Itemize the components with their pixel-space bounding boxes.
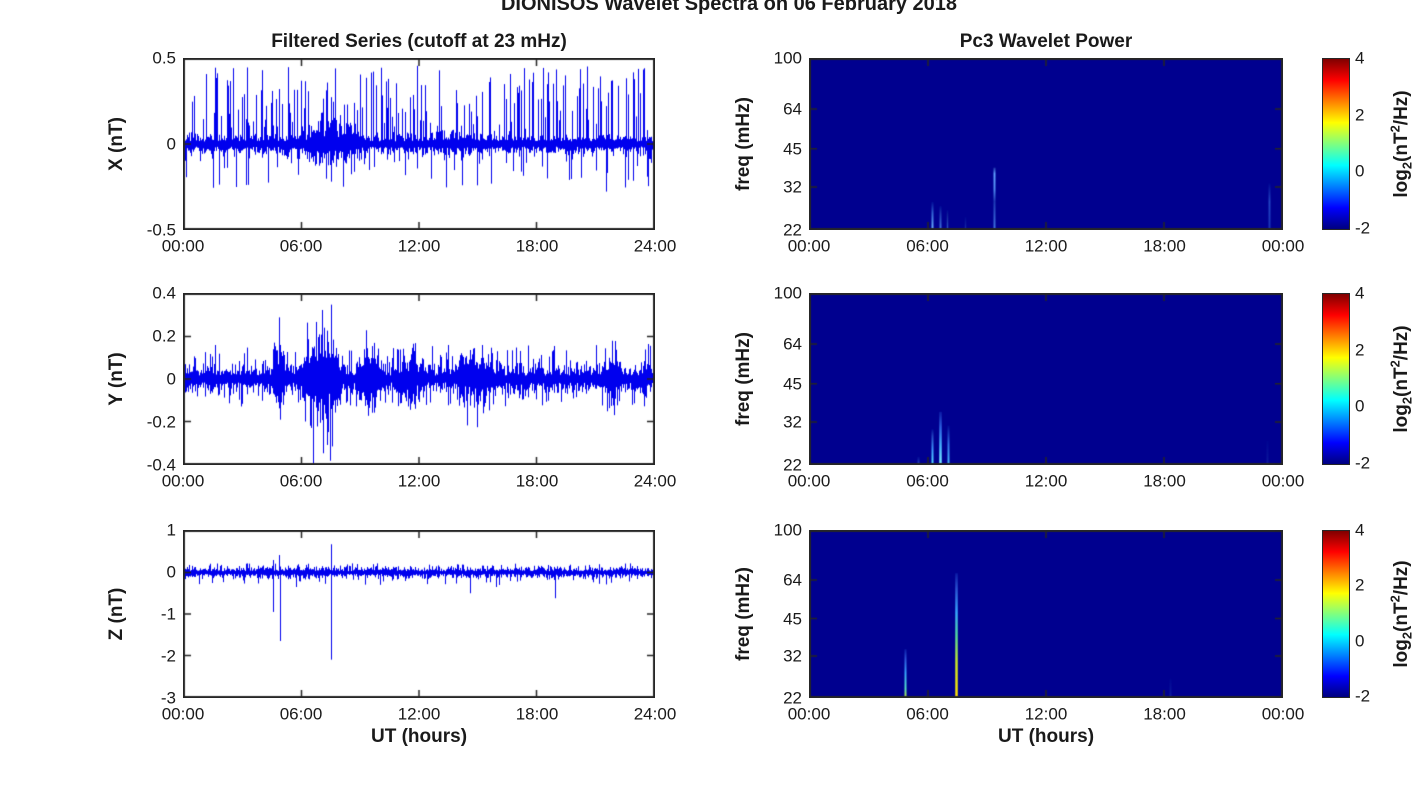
ytick-label: -2 [160,646,176,666]
colorbar-label-top: log2(nT2/Hz) [1387,90,1415,198]
xtick-label: 06:00 [279,236,323,256]
z-timeseries-plot [183,530,655,698]
xtick-label: 00:00 [787,471,831,491]
left-column-title: Filtered Series (cutoff at 23 mHz) [271,31,567,52]
ytick-label: 0.4 [152,283,176,303]
colorbar-tick-label: 2 [1355,340,1365,360]
freq-ytick-label: 100 [773,520,802,540]
xtick-label: 24:00 [633,704,677,724]
xtick-label: 12:00 [1024,236,1068,256]
colorbar-label-bottom: log2(nT2/Hz) [1387,560,1415,668]
freq-ytick-label: 64 [783,334,802,354]
xtick-label: 00:00 [787,704,831,724]
freq-ytick-label: 32 [783,412,802,432]
x-axis-ylabel: X (nT) [106,117,127,171]
xtick-label: 06:00 [906,704,949,724]
freq-ytick-label: 22 [783,688,802,708]
x-timeseries-plot [183,58,655,230]
xtick-label: 18:00 [515,471,559,491]
xtick-label: 00:00 [787,236,831,256]
xtick-label: 06:00 [906,471,949,491]
colorbar-tick-label: -2 [1355,453,1371,473]
ytick-label: -0.2 [146,412,176,432]
freq-ytick-label: 64 [783,570,802,590]
ytick-label: 0 [166,134,176,154]
colorbar-tick-label: 4 [1355,520,1365,540]
xtick-label: 18:00 [1143,236,1186,256]
xtick-label: 12:00 [1024,471,1068,491]
xtick-label: 00:00 [1261,471,1305,491]
colorbar-tick-label: -2 [1355,686,1371,706]
xtick-label: 00:00 [1261,704,1305,724]
colorbar-tick-label: 4 [1355,48,1365,68]
figure-title: DIONISOS Wavelet Spectra on 06 February … [500,0,958,15]
z-wavelet-spectrogram [809,530,1283,698]
colorbar-top [1322,58,1350,230]
ytick-label: 0 [166,369,176,389]
xtick-label: 00:00 [161,471,205,491]
colorbar-tick-label: -2 [1355,218,1371,238]
xtick-label: 18:00 [1143,704,1186,724]
colorbar-bottom [1322,530,1350,698]
xtick-label: 24:00 [633,471,677,491]
right-xlabel: UT (hours) [997,726,1095,747]
freq-ytick-label: 45 [783,609,802,629]
xtick-label: 24:00 [633,236,677,256]
xtick-label: 18:00 [515,236,559,256]
freq-ytick-label: 32 [783,177,802,197]
colorbar-tick-label: 0 [1355,396,1365,416]
colorbar-label-middle: log2(nT2/Hz) [1387,325,1415,433]
xtick-label: 06:00 [906,236,949,256]
xtick-label: 00:00 [161,704,205,724]
xtick-label: 12:00 [397,704,441,724]
colorbar-tick-label: 2 [1355,575,1365,595]
xtick-label: 18:00 [1143,471,1186,491]
freq-ytick-label: 22 [783,220,802,240]
xtick-label: 06:00 [279,471,323,491]
y-timeseries-plot [183,293,655,465]
ytick-label: -1 [160,604,176,624]
ytick-label: 0 [166,562,176,582]
colorbar-tick-label: 2 [1355,105,1365,125]
freq-ylabel-bottom: freq (mHz) [733,567,754,661]
xtick-label: 18:00 [515,704,559,724]
ytick-label: 0.2 [152,326,176,346]
xtick-label: 12:00 [1024,704,1068,724]
xtick-label: 06:00 [279,704,323,724]
freq-ytick-label: 64 [783,99,802,119]
colorbar-tick-label: 0 [1355,161,1365,181]
freq-ytick-label: 32 [783,646,802,666]
freq-ytick-label: 100 [773,48,802,68]
xtick-label: 12:00 [397,236,441,256]
left-xlabel: UT (hours) [370,726,468,747]
freq-ytick-label: 22 [783,455,802,475]
freq-ytick-label: 45 [783,374,802,394]
ytick-label: -0.5 [146,220,176,240]
colorbar-middle [1322,293,1350,465]
colorbar-tick-label: 4 [1355,283,1365,303]
ytick-label: 1 [166,520,176,540]
y-wavelet-spectrogram [809,293,1283,465]
freq-ylabel-top: freq (mHz) [733,97,754,191]
freq-ytick-label: 100 [773,283,802,303]
xtick-label: 12:00 [397,471,441,491]
freq-ytick-label: 45 [783,139,802,159]
colorbar-tick-label: 0 [1355,631,1365,651]
xtick-label: 00:00 [161,236,205,256]
z-axis-ylabel: Z (nT) [106,587,127,641]
y-axis-ylabel: Y (nT) [106,352,127,406]
right-column-title: Pc3 Wavelet Power [959,31,1133,52]
ytick-label: 0.5 [152,48,176,68]
xtick-label: 00:00 [1261,236,1305,256]
x-wavelet-spectrogram [809,58,1283,230]
ytick-label: -0.4 [146,455,176,475]
freq-ylabel-middle: freq (mHz) [733,332,754,426]
ytick-label: -3 [160,688,176,708]
